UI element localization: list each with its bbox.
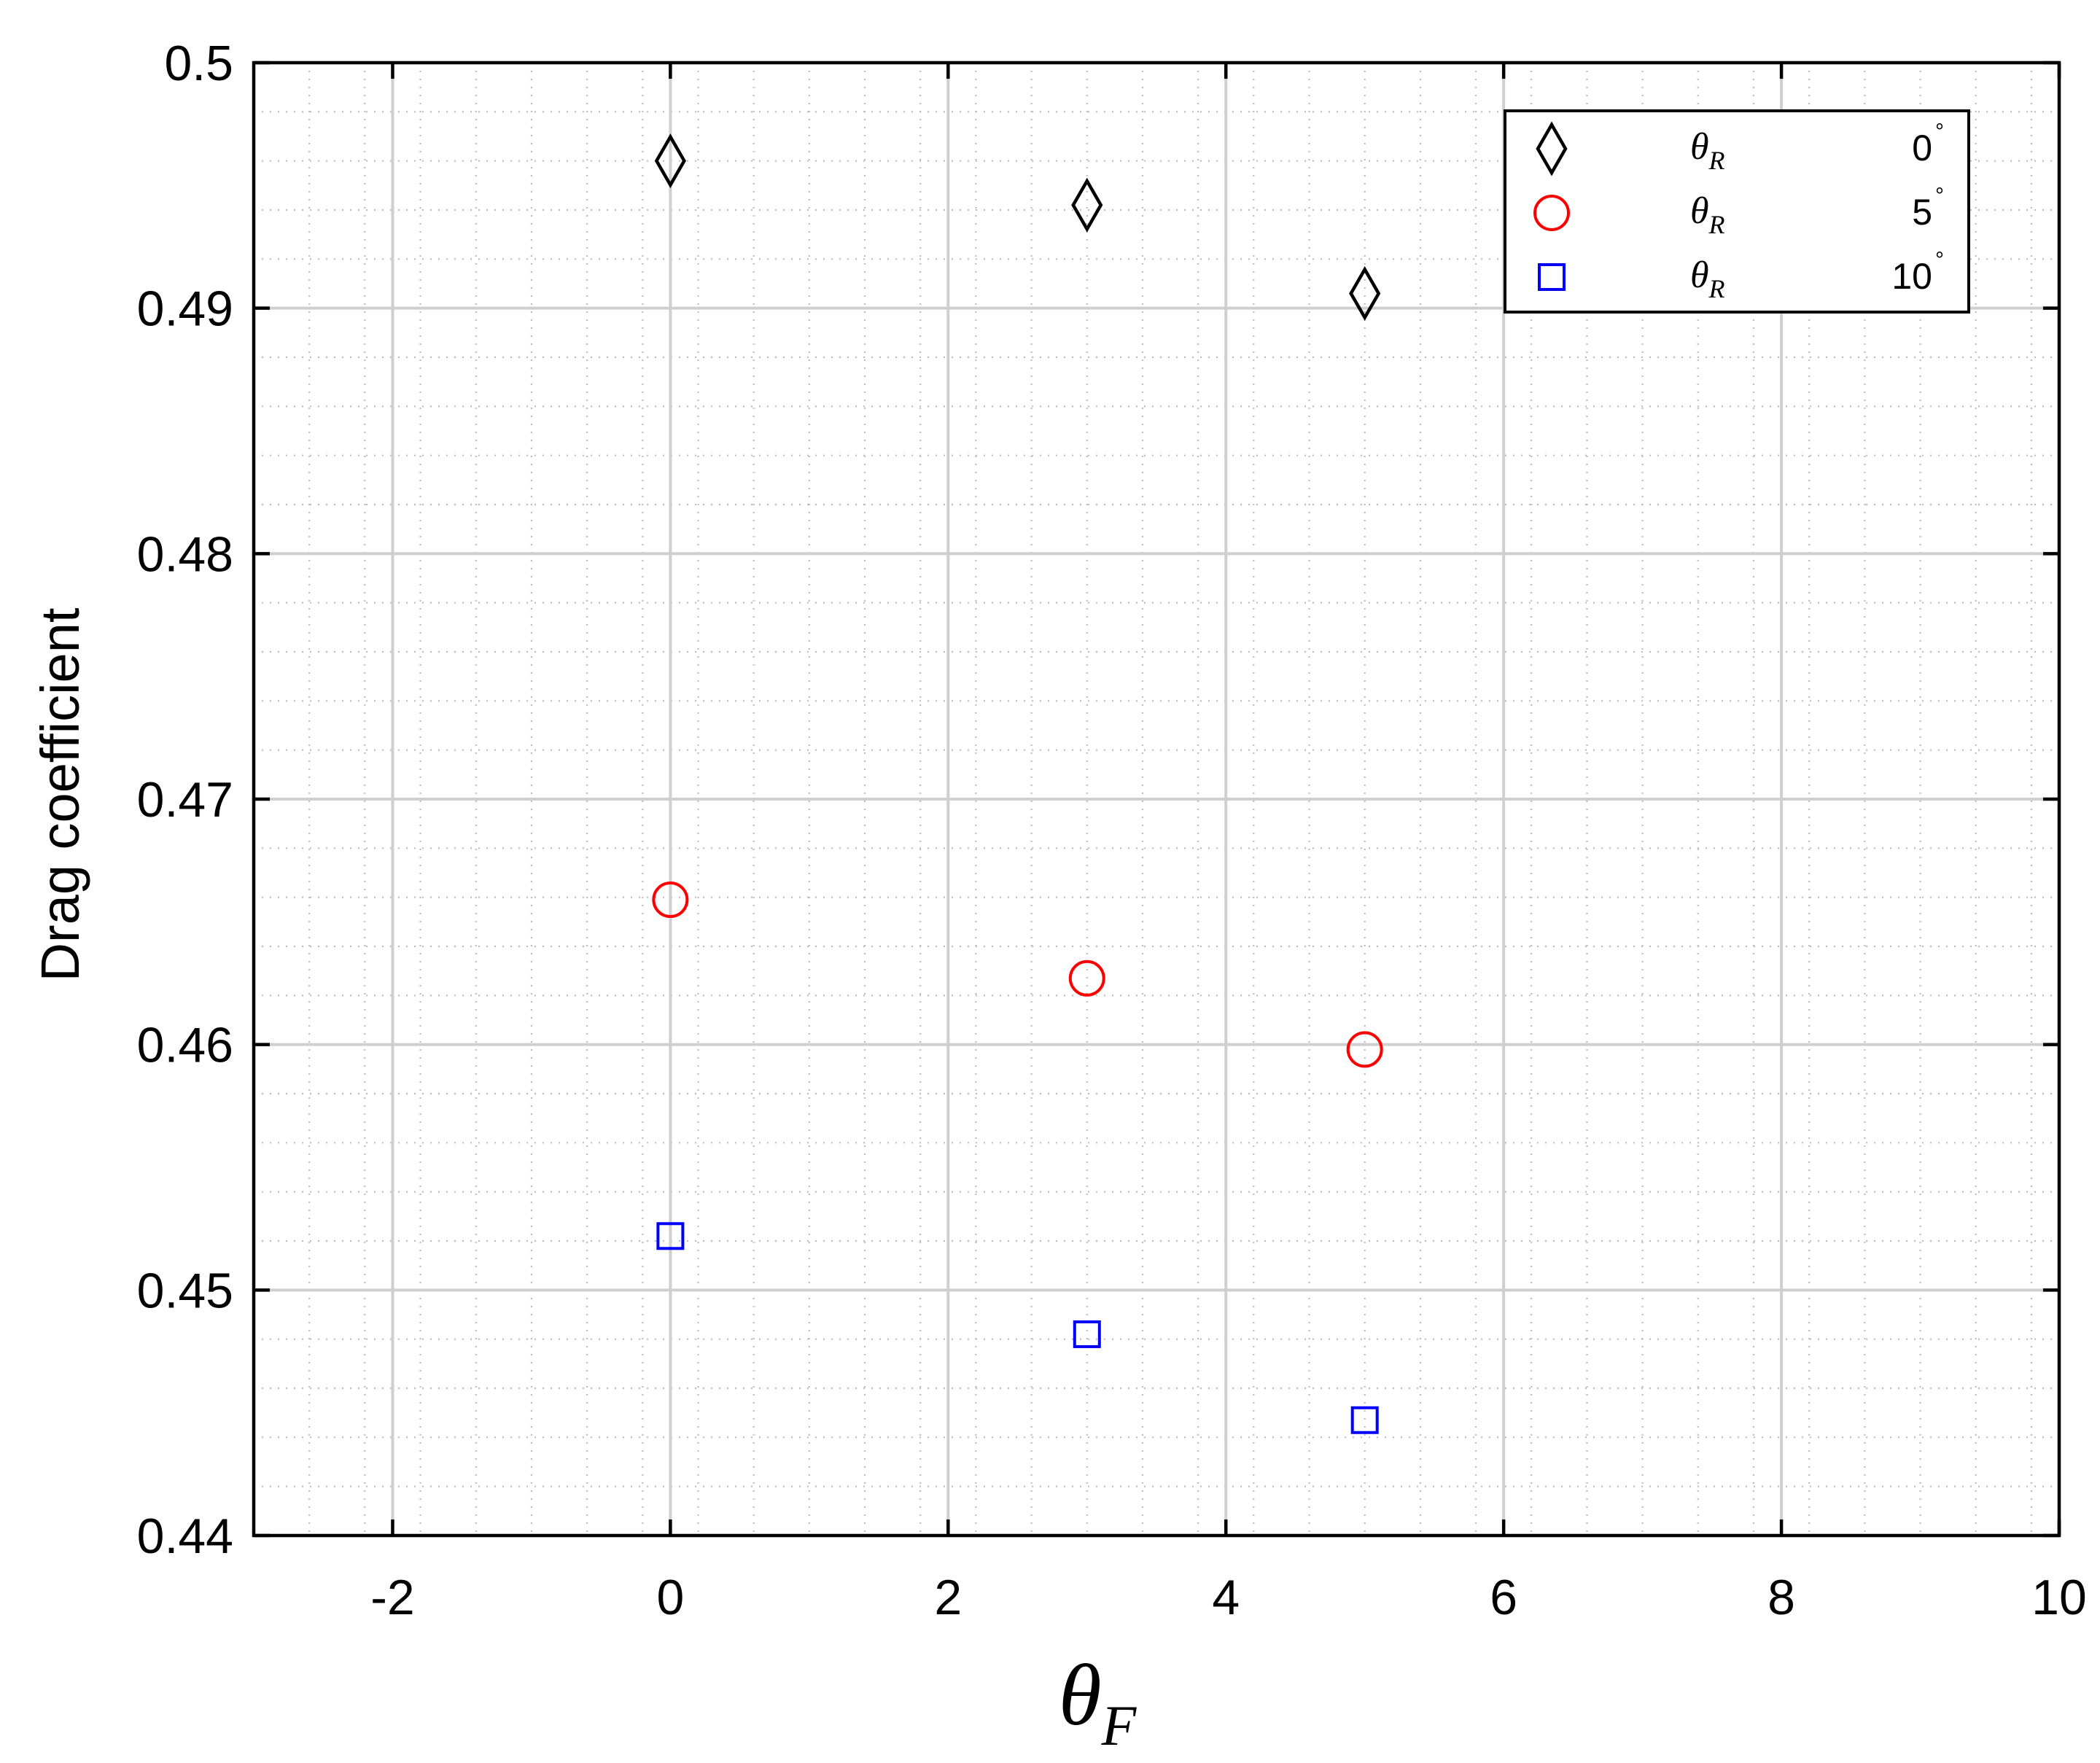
legend-marker-circle <box>1533 195 1570 231</box>
legend-label-symbol: θ <box>1690 254 1709 296</box>
data-point-square <box>1073 1320 1101 1348</box>
x-tick-label: 4 <box>1212 1570 1240 1625</box>
x-tick-label: 2 <box>934 1570 962 1625</box>
axis-ticks <box>254 61 2061 1538</box>
y-tick-label: 0.48 <box>137 526 233 582</box>
legend-marker-square <box>1538 263 1566 291</box>
y-tick-label: 0.5 <box>164 36 233 91</box>
data-point-diamond <box>1071 177 1103 233</box>
data-point-circle <box>1346 1031 1383 1068</box>
y-tick-label: 0.47 <box>137 772 233 828</box>
legend-label-symbol: θ <box>1690 126 1709 168</box>
legend: θR 0 °θR 5 °θR 10 ° <box>1504 109 1970 314</box>
legend-box <box>1504 109 1970 314</box>
x-tick-label: 6 <box>1490 1570 1517 1625</box>
legend-series-label: θR <box>1690 254 1725 303</box>
y-axis-title: Drag coefficient <box>30 607 90 981</box>
legend-series-value: 0 <box>1912 128 1932 168</box>
y-tick-label: 0.49 <box>137 281 233 337</box>
legend-series-value: 5 <box>1912 192 1932 233</box>
data-point-diamond <box>654 133 686 189</box>
data-point-diamond <box>1349 265 1381 321</box>
x-tick-labels: -2 0 2 4 6 8 10 <box>370 1570 2087 1625</box>
x-tick-label: 10 <box>2031 1570 2087 1625</box>
data-point-square <box>656 1222 685 1250</box>
data-point-circle <box>652 882 689 919</box>
legend-series-unit: ° <box>1935 248 1944 272</box>
x-axis-title-subscript: F <box>1101 1694 1138 1757</box>
legend-series-value: 10 <box>1891 256 1932 297</box>
x-tick-label: -2 <box>370 1570 414 1625</box>
x-tick-label: 0 <box>656 1570 684 1625</box>
x-tick-label: 8 <box>1768 1570 1795 1625</box>
data-point-square <box>1350 1406 1379 1434</box>
legend-label-subscript: R <box>1708 210 1725 239</box>
legend-series-label: θR <box>1690 126 1725 175</box>
legend-label-symbol: θ <box>1690 190 1709 232</box>
legend-series-label: θR <box>1690 190 1725 239</box>
x-axis-title: θF <box>1059 1646 1138 1757</box>
legend-label-subscript: R <box>1708 274 1725 303</box>
data-markers <box>652 133 1383 1434</box>
legend-series-unit: ° <box>1935 120 1944 144</box>
legend-marker-diamond <box>1536 121 1568 176</box>
y-tick-label: 0.44 <box>137 1509 233 1564</box>
legend-series-unit: ° <box>1935 184 1944 208</box>
x-axis-title-symbol: θ <box>1059 1646 1102 1743</box>
legend-label-subscript: R <box>1708 146 1725 175</box>
y-tick-label: 0.45 <box>137 1263 233 1318</box>
y-tick-label: 0.46 <box>137 1018 233 1073</box>
data-point-circle <box>1068 960 1105 997</box>
y-tick-labels: 0.44 0.45 0.46 0.47 0.48 0.49 0.5 <box>137 36 233 1564</box>
